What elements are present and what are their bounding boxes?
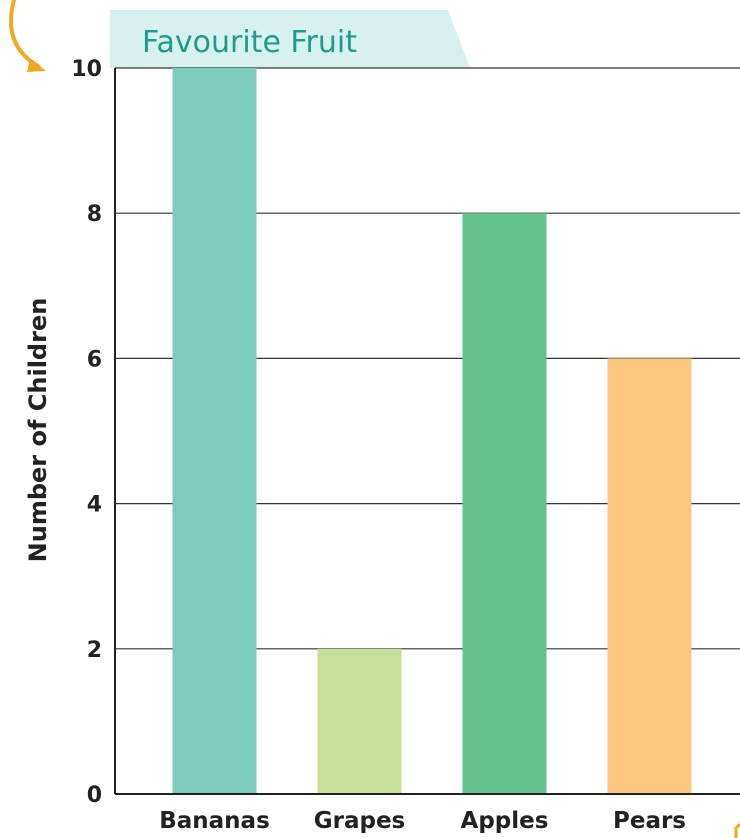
y-tick-label: 4 — [87, 493, 102, 518]
bar-apples — [462, 213, 547, 794]
x-category-labels: Bananas Grapes Apples Pears — [159, 808, 686, 834]
x-tick-label: Pears — [613, 808, 686, 834]
y-tick-label: 10 — [71, 57, 102, 82]
arrow-icon — [9, 0, 46, 72]
y-tick-label: 0 — [87, 783, 102, 808]
y-tick-label: 8 — [87, 202, 102, 227]
corner-mark-icon — [734, 822, 740, 838]
bar-bananas — [172, 68, 257, 794]
x-tick-label: Apples — [461, 808, 549, 834]
bars — [172, 68, 692, 794]
bar-pears — [607, 358, 692, 794]
bar-grapes — [317, 648, 402, 794]
x-tick-label: Grapes — [314, 808, 406, 834]
x-tick-label: Bananas — [159, 808, 270, 834]
title-tab: Favourite Fruit — [110, 10, 470, 68]
y-tick-label: 2 — [87, 638, 102, 663]
axes — [114, 68, 740, 795]
y-axis-label: Number of Children — [24, 298, 52, 563]
y-tick-labels: 0 2 4 6 8 10 — [71, 57, 102, 808]
title-tab-shape — [110, 10, 470, 68]
chart-title: Favourite Fruit — [142, 25, 357, 60]
y-tick-label: 6 — [87, 347, 102, 372]
